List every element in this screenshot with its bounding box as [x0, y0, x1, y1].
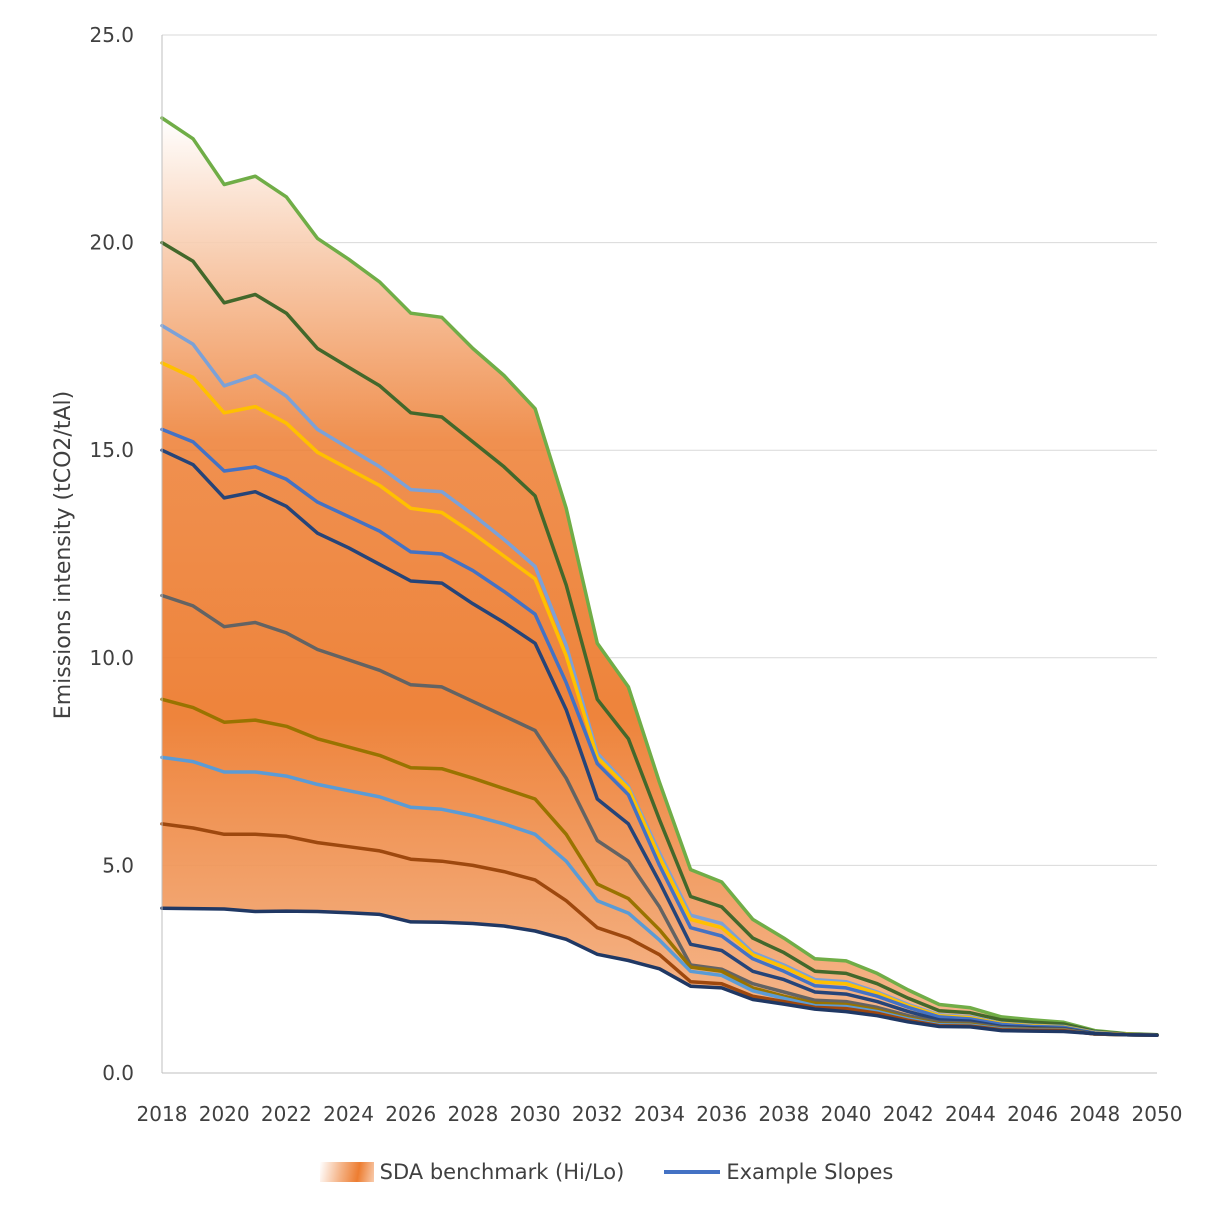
series-line-2: [160, 240, 1159, 1037]
y-tick-label: 5.0: [102, 853, 134, 877]
example-slopes: [160, 116, 1159, 1037]
x-tick-label: 2026: [385, 1102, 436, 1126]
x-tick-label: 2040: [821, 1102, 872, 1126]
legend-item-slopes: Example Slopes: [664, 1160, 893, 1184]
y-tick-label: 25.0: [89, 23, 134, 47]
x-tick-label: 2028: [447, 1102, 498, 1126]
y-axis-title: Emissions intensity (tCO2/tAl): [51, 391, 76, 719]
x-tick-label: 2050: [1132, 1102, 1183, 1126]
benchmark-area: [162, 118, 1157, 1036]
x-tick-label: 2044: [945, 1102, 996, 1126]
x-tick-label: 2020: [199, 1102, 250, 1126]
x-tick-label: 2032: [572, 1102, 623, 1126]
y-tick-label: 15.0: [89, 438, 134, 462]
x-tick-label: 2022: [261, 1102, 312, 1126]
band-swatch-icon: [319, 1162, 374, 1182]
legend: SDA benchmark (Hi/Lo) Example Slopes: [0, 1152, 1213, 1192]
x-tick-label: 2042: [883, 1102, 934, 1126]
legend-label-slopes: Example Slopes: [726, 1160, 894, 1184]
series-line-11: [160, 906, 1159, 1037]
x-tick-label: 2036: [696, 1102, 747, 1126]
y-tick-label: 0.0: [102, 1061, 134, 1085]
sda-benchmark-band: [162, 118, 1157, 1036]
axes: 0.0 5.0 10.0 15.0 20.0 25.0 2018 2020 2022 2024 20…: [89, 23, 1182, 1126]
line-swatch-icon: [664, 1170, 721, 1174]
x-tick-label: 2030: [510, 1102, 561, 1126]
x-tick-label: 2034: [634, 1102, 685, 1126]
x-tick-label: 2048: [1069, 1102, 1120, 1126]
legend-item-band: SDA benchmark (Hi/Lo): [319, 1160, 625, 1184]
y-tick-label: 10.0: [89, 646, 134, 670]
x-tick-label: 2046: [1007, 1102, 1058, 1126]
legend-label-band: SDA benchmark (Hi/Lo): [379, 1160, 625, 1184]
x-tick-label: 2024: [323, 1102, 374, 1126]
x-tick-label: 2018: [137, 1102, 188, 1126]
y-tick-label: 20.0: [89, 231, 134, 255]
x-tick-label: 2038: [758, 1102, 809, 1126]
series-line-1: [160, 116, 1159, 1037]
series-line-5: [160, 427, 1159, 1037]
